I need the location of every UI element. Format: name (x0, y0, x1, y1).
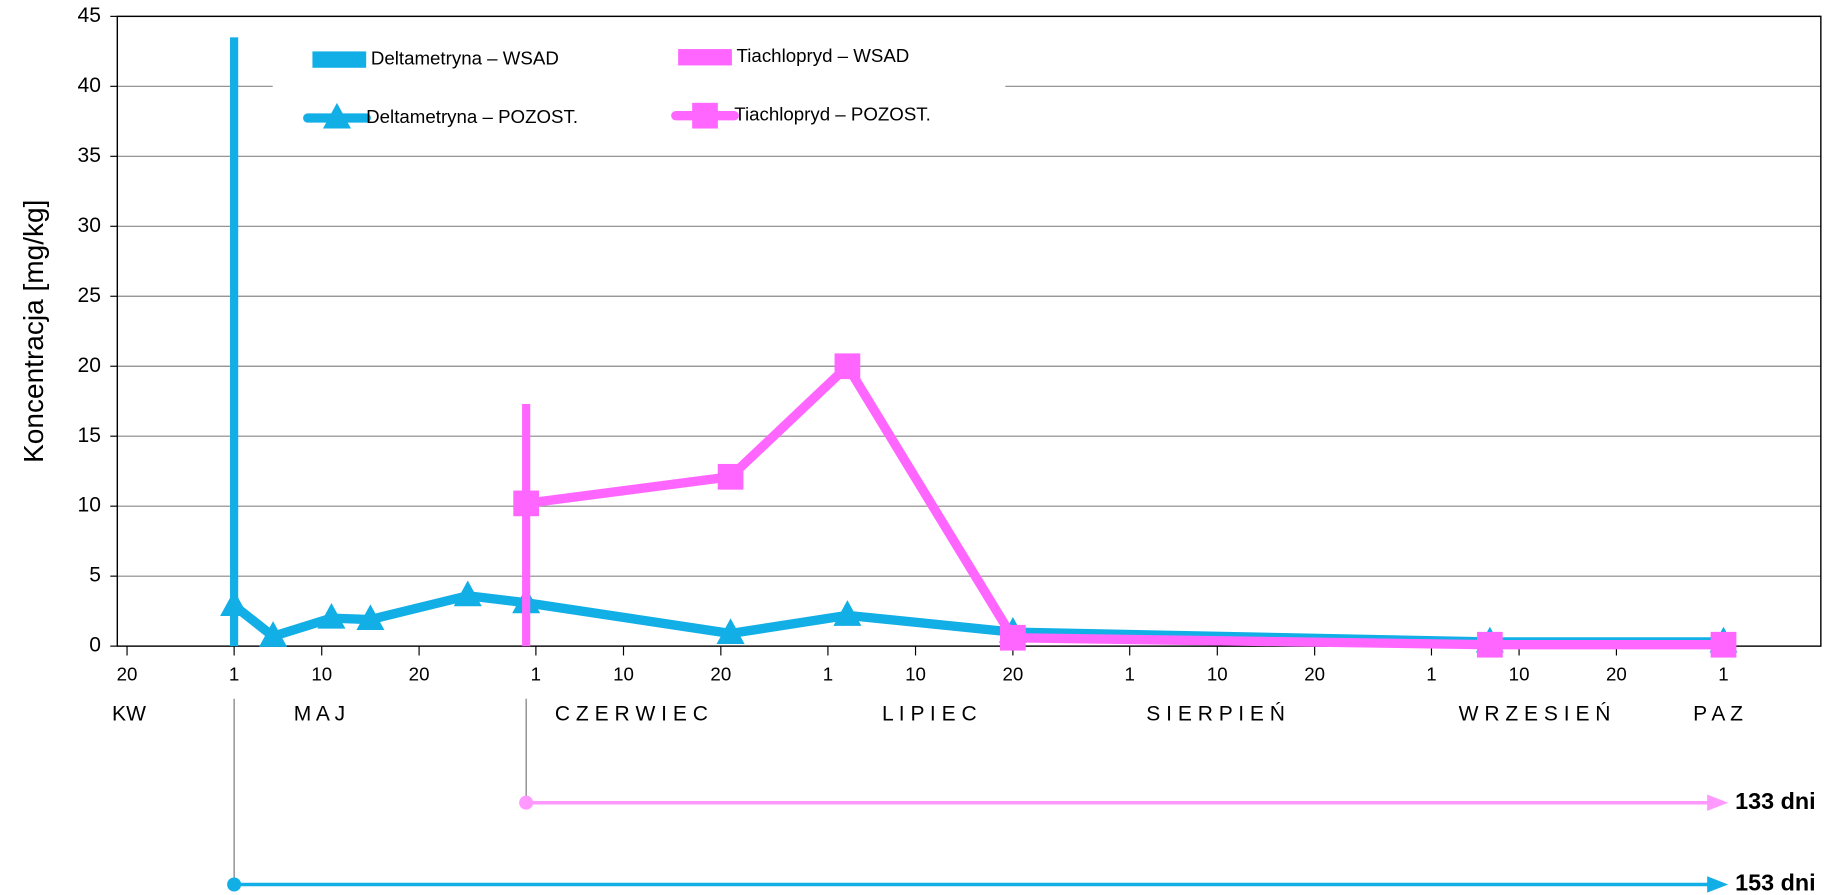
y-tick-label: 10 (78, 494, 101, 517)
arrow-head (1707, 876, 1729, 893)
triangle-marker (322, 102, 351, 129)
x-tick-label: 10 (1509, 663, 1530, 684)
x-tick-label: 20 (1002, 663, 1023, 684)
month-label: L I P I E C (882, 703, 977, 726)
y-tick-label: 45 (78, 4, 101, 27)
legend-label: Deltametryna – POZOST. (366, 106, 578, 127)
square-marker (717, 463, 744, 490)
y-tick-label: 35 (78, 144, 101, 167)
triangle-marker (453, 580, 482, 607)
month-label: C Z E R W I E C (555, 703, 708, 726)
x-tick-label: 20 (409, 663, 430, 684)
x-tick-label: 1 (823, 663, 833, 684)
month-label: S I E R P I E Ń (1146, 703, 1285, 726)
month-label: P A Z (1693, 703, 1743, 726)
x-tick-label: 20 (1304, 663, 1325, 684)
y-tick-label: 20 (78, 354, 101, 377)
x-tick-label: 10 (1207, 663, 1228, 684)
x-tick-label: 1 (229, 663, 239, 684)
series-line (525, 361, 1724, 650)
triangle-marker (833, 600, 862, 626)
arrow-start (227, 877, 242, 892)
x-tick-label: 20 (117, 663, 138, 684)
triangle-marker (356, 604, 385, 631)
month-label: W R Z E S I E Ń (1459, 703, 1611, 726)
x-tick-label: 20 (710, 663, 731, 684)
legend-background (272, 32, 1006, 141)
square-marker (834, 353, 861, 380)
x-tick-label: 10 (311, 663, 332, 684)
square-marker (692, 102, 718, 129)
y-tick-label: 15 (78, 424, 101, 447)
arrow-start (519, 795, 534, 810)
x-tick-label: 10 (613, 663, 634, 684)
month-label: M A J (294, 703, 345, 726)
triangle-marker (259, 621, 288, 647)
x-tick-label: 1 (1426, 663, 1436, 684)
y-tick-label: 5 (89, 564, 101, 587)
triangle-marker (317, 602, 346, 629)
square-marker (1000, 624, 1026, 651)
plot-frame (116, 15, 1822, 647)
annotation-label: 153 dni (1735, 870, 1816, 895)
legend-label: Tiachlopryd – POZOST. (734, 104, 931, 125)
y-tick-label: 30 (78, 214, 101, 237)
legend-swatch (678, 49, 732, 66)
x-tick-label: 1 (531, 663, 541, 684)
triangle-marker (716, 618, 745, 645)
x-tick-label: 10 (905, 663, 926, 684)
month-label: KW (112, 703, 146, 726)
y-tick-label: 25 (78, 284, 101, 307)
x-tick-label: 20 (1606, 663, 1627, 684)
square-marker (1477, 631, 1503, 658)
triangle-marker (220, 590, 249, 617)
legend-swatch (312, 51, 367, 68)
legend-label: Deltametryna – WSAD (371, 48, 559, 69)
square-marker (513, 490, 540, 517)
legend-label: Tiachlopryd – WSAD (737, 45, 910, 66)
annotation-label: 133 dni (1735, 788, 1816, 814)
y-tick-label: 40 (78, 74, 101, 97)
bar (230, 37, 239, 647)
y-axis-label: Koncentracja [mg/kg] (18, 200, 49, 463)
square-marker (1710, 631, 1737, 658)
arrow-head (1707, 794, 1729, 811)
y-tick-label: 0 (89, 634, 101, 657)
x-tick-label: 1 (1718, 663, 1728, 684)
x-tick-label: 1 (1124, 663, 1134, 684)
bar (522, 404, 531, 647)
